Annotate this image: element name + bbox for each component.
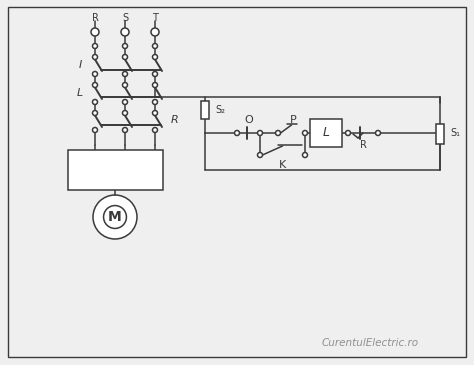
Bar bbox=[310, 119, 342, 147]
Circle shape bbox=[257, 153, 263, 158]
Text: I: I bbox=[78, 60, 82, 70]
Circle shape bbox=[92, 72, 98, 77]
Circle shape bbox=[122, 111, 128, 115]
Circle shape bbox=[153, 54, 157, 59]
Circle shape bbox=[235, 131, 239, 135]
Circle shape bbox=[275, 131, 281, 135]
Text: R: R bbox=[360, 140, 366, 150]
Circle shape bbox=[92, 82, 98, 88]
Circle shape bbox=[302, 153, 308, 158]
Text: S₁: S₁ bbox=[450, 128, 460, 138]
Text: S: S bbox=[122, 13, 128, 23]
Circle shape bbox=[153, 72, 157, 77]
Bar bbox=[68, 150, 163, 190]
Circle shape bbox=[122, 100, 128, 104]
Text: M: M bbox=[108, 210, 122, 224]
Text: O: O bbox=[244, 115, 253, 125]
Circle shape bbox=[92, 54, 98, 59]
Circle shape bbox=[122, 43, 128, 49]
Circle shape bbox=[153, 111, 157, 115]
Bar bbox=[436, 123, 444, 143]
Circle shape bbox=[375, 131, 381, 135]
Circle shape bbox=[122, 127, 128, 132]
Circle shape bbox=[153, 127, 157, 132]
Text: S₂: S₂ bbox=[215, 105, 225, 115]
Circle shape bbox=[92, 43, 98, 49]
Circle shape bbox=[93, 195, 137, 239]
Text: T: T bbox=[152, 13, 158, 23]
Text: R: R bbox=[171, 115, 179, 125]
Circle shape bbox=[153, 100, 157, 104]
Circle shape bbox=[257, 131, 263, 135]
Text: CurentulElectric.ro: CurentulElectric.ro bbox=[321, 338, 419, 348]
Circle shape bbox=[122, 54, 128, 59]
Circle shape bbox=[122, 72, 128, 77]
Circle shape bbox=[346, 131, 350, 135]
Circle shape bbox=[92, 111, 98, 115]
Text: K: K bbox=[279, 160, 286, 170]
Text: L: L bbox=[77, 88, 83, 98]
Circle shape bbox=[92, 127, 98, 132]
Text: R: R bbox=[91, 13, 99, 23]
Circle shape bbox=[153, 82, 157, 88]
Circle shape bbox=[121, 28, 129, 36]
Circle shape bbox=[302, 131, 308, 135]
Circle shape bbox=[151, 28, 159, 36]
Circle shape bbox=[153, 43, 157, 49]
Bar bbox=[201, 101, 209, 119]
Circle shape bbox=[122, 82, 128, 88]
Circle shape bbox=[92, 100, 98, 104]
Circle shape bbox=[91, 28, 99, 36]
Text: L: L bbox=[322, 127, 329, 139]
Text: P: P bbox=[290, 115, 297, 125]
